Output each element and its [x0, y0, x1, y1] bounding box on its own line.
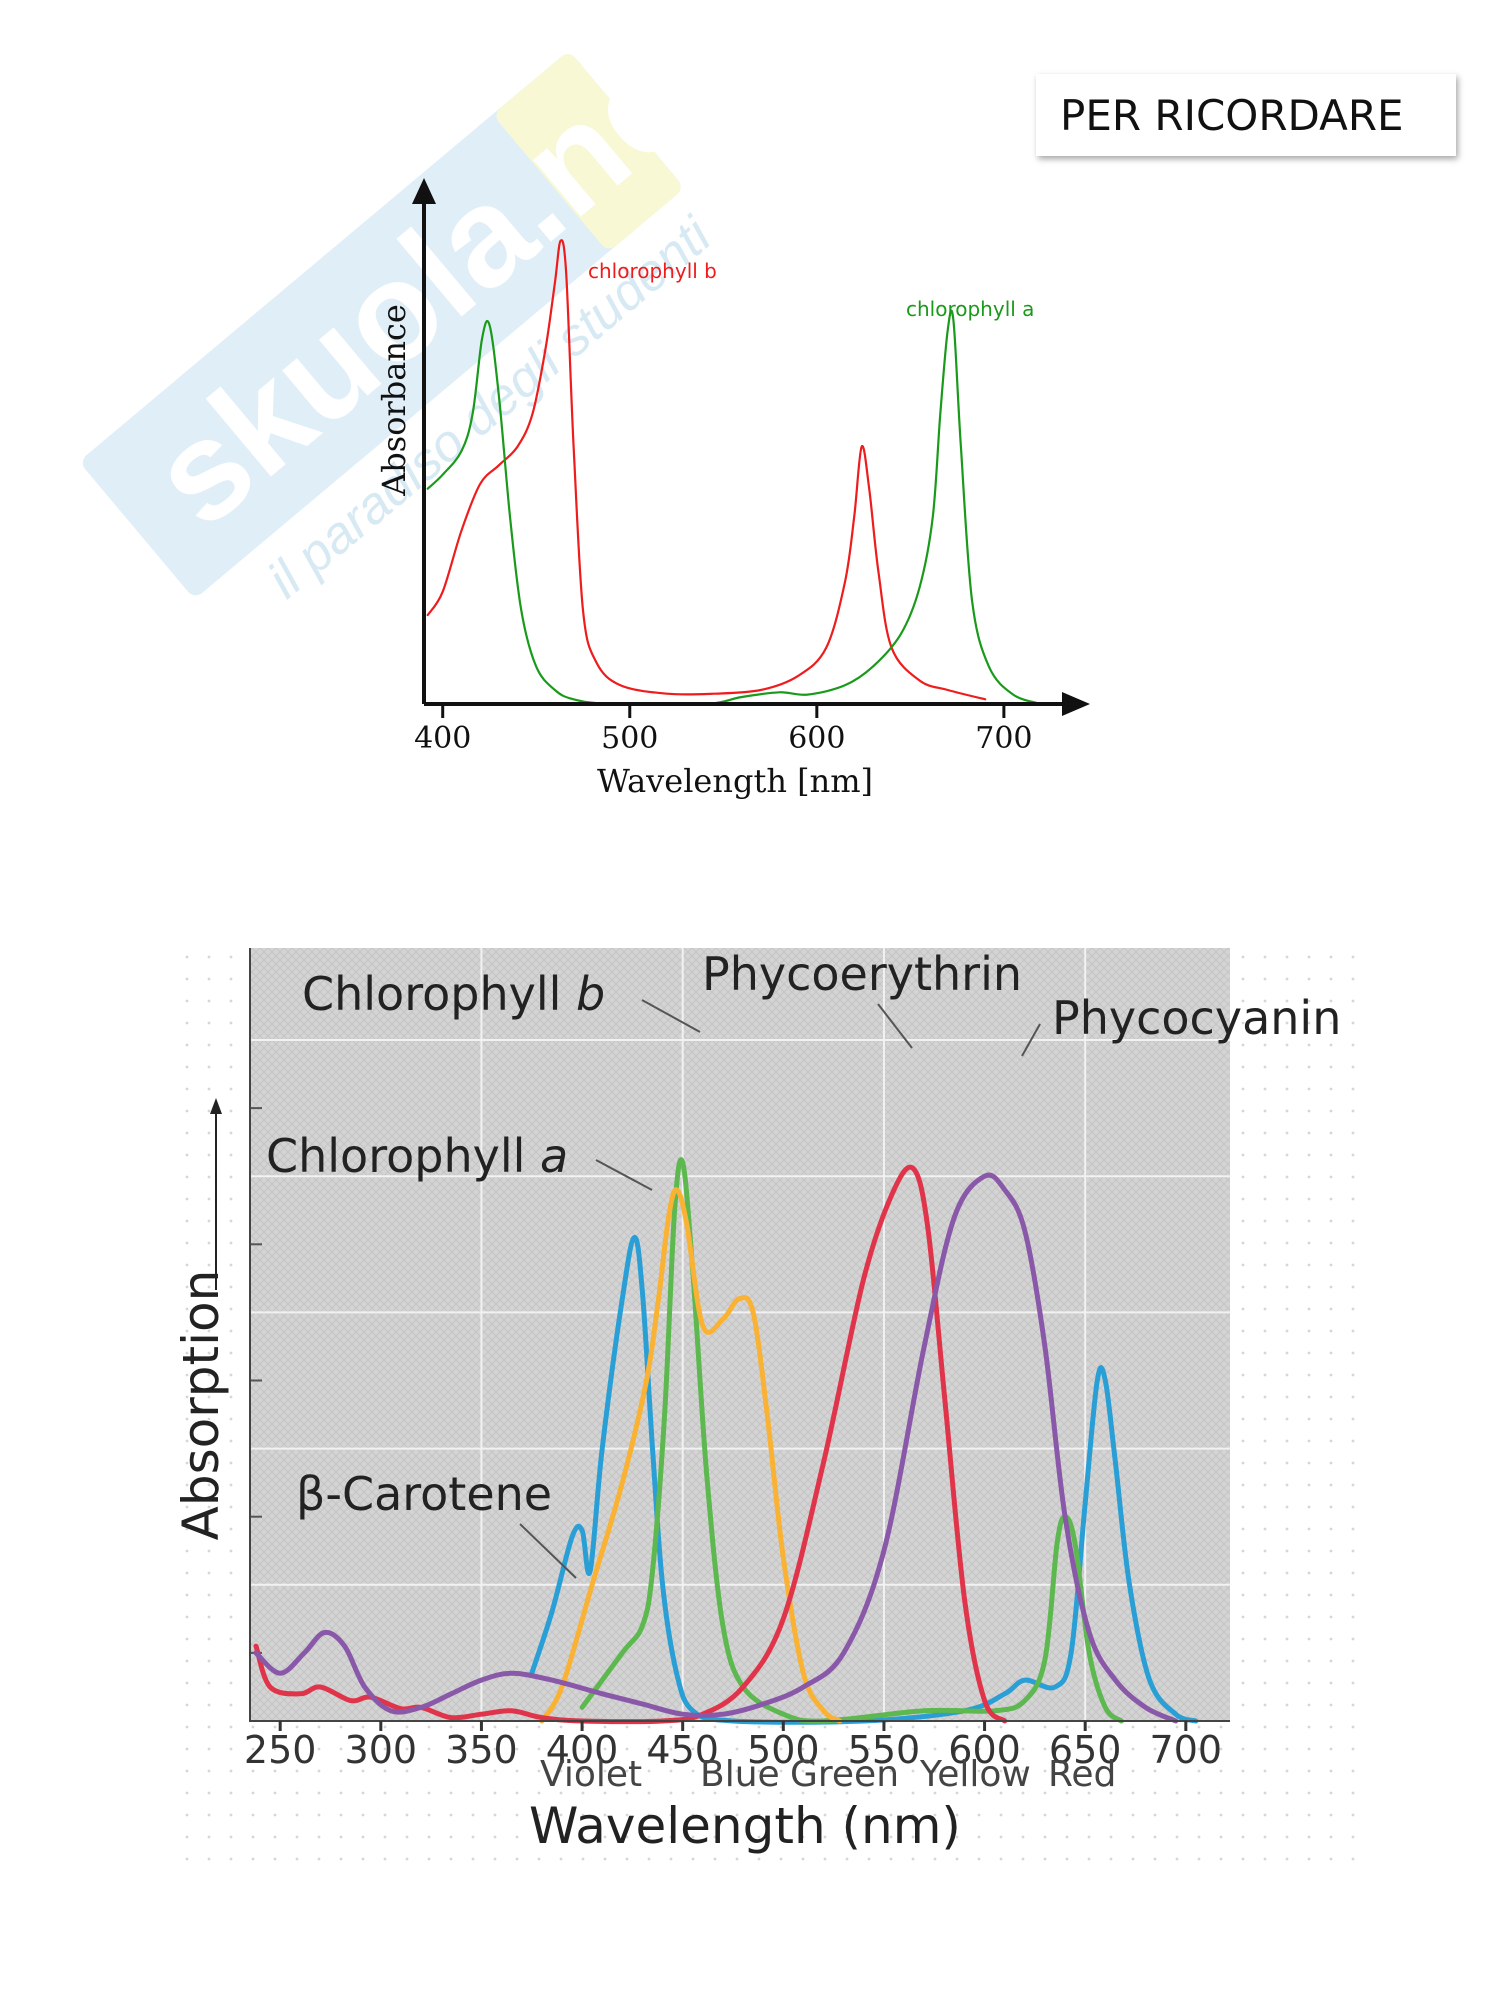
leader-chlorophyll-a [595, 1159, 653, 1191]
label-chlorophyll-b-suffix: b [576, 967, 605, 1021]
x-axis-label: Wavelength [nm] [597, 762, 873, 800]
x-tick-label-400: 400 [414, 721, 471, 756]
label-chlorophyll-b: Chlorophyll b [302, 967, 605, 1021]
per-ricordare-box: PER RICORDARE [1036, 74, 1456, 156]
x-tick-label-600-2: 600 [948, 1728, 1021, 1772]
series-line-carotene-2 [539, 1187, 843, 1724]
label-chlorophyll-a-suffix: a [540, 1129, 568, 1183]
series-line-chlorophyll-a [426, 309, 1043, 706]
absorption-chart: 250 300 350 400 450 500 550 600 650 700 Blue Viol… [172, 947, 1360, 1868]
x-tick-label-500-2: 500 [747, 1728, 820, 1772]
x-tick-label-300-2: 300 [345, 1728, 418, 1772]
x-tick-label-700: 700 [975, 721, 1032, 756]
label-phycoerythrin: Phycoerythrin [702, 947, 1022, 1001]
leader-phycocyanin [1021, 1023, 1041, 1057]
series-label-chlorophyll-b: chlorophyll b [588, 259, 717, 283]
series-line-chlorophyll-a-2 [529, 1234, 1199, 1725]
y-axis-label-2: Absorption [172, 1270, 230, 1541]
x-tick-label-400-2: 400 [546, 1728, 619, 1772]
watermark: skuola.net il paradiso degli studenti [82, 0, 754, 610]
x-tick-label-650-2: 650 [1049, 1728, 1122, 1772]
absorbance-chart: 400 500 600 700 Wavelength [nm] Absorbance … [375, 178, 1090, 800]
color-band-red: Red [1048, 1754, 1116, 1795]
leader-chlorophyll-b [641, 999, 701, 1033]
x-tick-label-700-2: 700 [1150, 1728, 1223, 1772]
label-beta-carotene: β-Carotene [296, 1467, 552, 1521]
color-band-yellow: Yellow [919, 1754, 1031, 1795]
y-axis-label: Absorbance [375, 304, 413, 497]
absorption-arrow-head [210, 1098, 222, 1114]
series-label-chlorophyll-a: chlorophyll a [906, 297, 1034, 321]
watermark-badge [82, 54, 681, 596]
x-tick-label-550-2: 550 [848, 1728, 921, 1772]
plot-area [250, 948, 1230, 1720]
label-chlorophyll-a: Chlorophyll a [266, 1129, 568, 1183]
per-ricordare-label: PER RICORDARE [1060, 90, 1404, 140]
x-tick-label-500: 500 [601, 721, 658, 756]
series-line-phycocyanin-2 [253, 1172, 1179, 1724]
color-band-green: Green [790, 1754, 899, 1795]
x-tick-label-600: 600 [788, 721, 845, 756]
x-tick-label-450-2: 450 [646, 1728, 719, 1772]
series-line-chlorophyll-b [426, 239, 987, 701]
color-band-blue: Blue [700, 1754, 780, 1795]
x-axis-label-2: Wavelength (nm) [529, 1797, 961, 1855]
leader-beta-carotene [519, 1523, 577, 1579]
leader-phycoerythrin [877, 1003, 913, 1049]
x-tick-label-350-2: 350 [445, 1728, 518, 1772]
y-axis-arrow [412, 178, 436, 204]
color-band-violet: Violet [540, 1754, 642, 1795]
label-phycocyanin: Phycocyanin [1052, 991, 1341, 1045]
x-tick-label-250-2: 250 [244, 1728, 317, 1772]
x-axis-arrow [1062, 692, 1090, 716]
watermark-badge-accent [496, 54, 681, 249]
